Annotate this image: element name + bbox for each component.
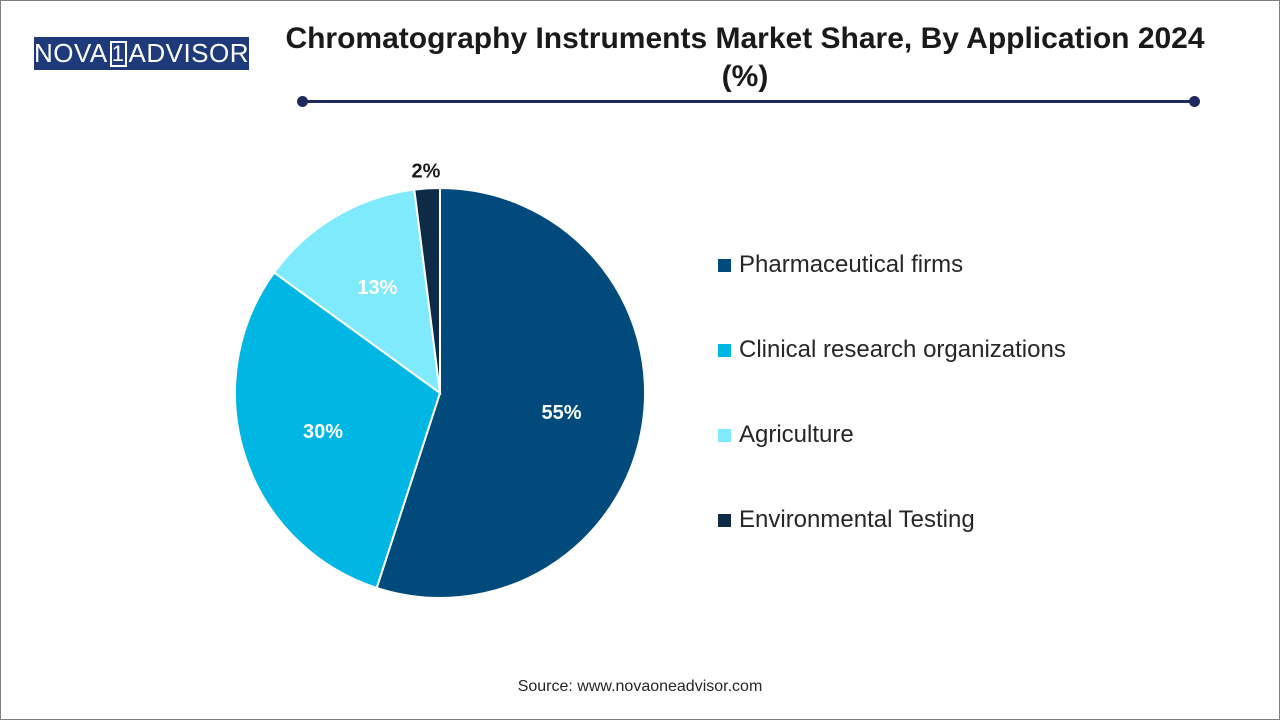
legend-swatch-clinical-research-organizations: [718, 343, 731, 357]
data-label-clinical-research-organizations: 30%: [303, 421, 343, 443]
pie-slice-environmental-testing: [413, 186, 441, 394]
title-underline-left-dot: [297, 96, 308, 107]
legend-swatch-pharmaceutical-firms: [718, 258, 731, 272]
legend-label-agriculture: Agriculture: [739, 421, 854, 448]
data-label-agriculture: 13%: [357, 277, 397, 299]
pie-slice-agriculture: [272, 188, 442, 396]
pie-slice-pharmaceutical-firms: [375, 186, 646, 599]
logo-digit: 1: [109, 40, 127, 67]
data-label-pharmaceutical-firms: 55%: [541, 402, 581, 424]
data-label-environmental-testing: 2%: [412, 160, 441, 182]
legend-swatch-agriculture: [718, 428, 731, 442]
legend-label-clinical-research-organizations: Clinical research organizations: [739, 336, 1066, 363]
chart-title: Chromatography Instruments Market Share,…: [285, 22, 1205, 93]
chart-legend: Pharmaceutical firms Clinical research or…: [718, 248, 1066, 588]
pie-slice-clinical-research-organizations: [234, 271, 442, 590]
legend-item-environmental-testing: Environmental Testing: [718, 503, 1066, 537]
nova-one-advisor-logo: NOVA 1 ADVISOR: [34, 37, 249, 70]
title-underline-right-dot: [1189, 96, 1200, 107]
source-note: Source: www.novaoneadvisor.com: [517, 678, 763, 695]
legend-label-pharmaceutical-firms: Pharmaceutical firms: [739, 251, 964, 278]
title-underline: [302, 100, 1194, 103]
legend-swatch-environmental-testing: [718, 513, 731, 527]
legend-item-clinical-research-organizations: Clinical research organizations: [718, 333, 1066, 367]
logo-text-left: NOVA: [33, 38, 108, 68]
logo-text-right: ADVISOR: [128, 38, 250, 68]
legend-item-agriculture: Agriculture: [718, 418, 1066, 452]
legend-label-environmental-testing: Environmental Testing: [739, 506, 975, 533]
legend-item-pharmaceutical-firms: Pharmaceutical firms: [718, 248, 1066, 282]
